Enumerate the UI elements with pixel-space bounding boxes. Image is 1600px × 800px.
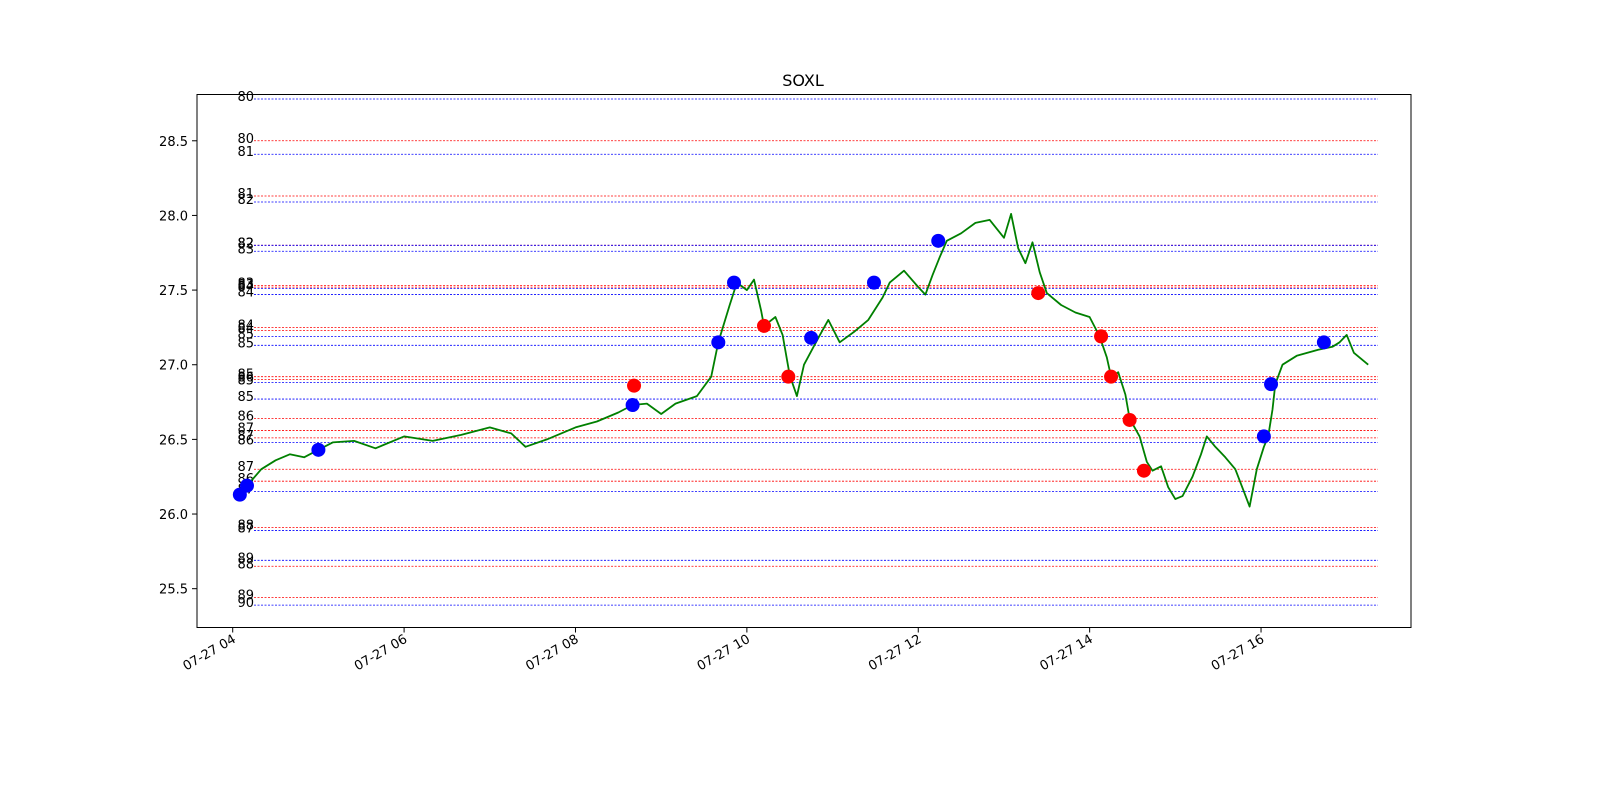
level-label: 88 (237, 557, 254, 572)
level-label: 84 (237, 318, 254, 333)
sell-marker (781, 369, 796, 384)
level-label: 83 (237, 278, 254, 293)
y-tick-label: 28.5 (159, 135, 188, 150)
y-tick-label: 28.0 (159, 209, 188, 224)
buy-marker (727, 275, 742, 290)
level-label: 84 (237, 280, 254, 295)
level-label: 89 (237, 589, 254, 604)
level-label: 86 (237, 371, 254, 386)
level-label: 87 (237, 421, 254, 436)
level-label: 82 (237, 193, 254, 208)
level-label: 87 (237, 429, 254, 444)
y-tick-label: 27.5 (159, 284, 188, 299)
level-label: 83 (237, 242, 254, 257)
level-label: 87 (237, 460, 254, 475)
level-label: 90 (237, 596, 254, 611)
x-tick-label: 07-27 12 (866, 632, 924, 674)
level-label: 85 (237, 368, 254, 383)
level-label: 85 (237, 336, 254, 351)
level-label: 84 (237, 286, 254, 301)
x-tick-label: 07-27 10 (695, 632, 753, 674)
level-label: 80 (237, 90, 254, 105)
sell-marker (1136, 463, 1151, 478)
level-label: 86 (237, 409, 254, 424)
y-axis: 25.5 26.0 26.5 27.0 27.5 28.0 28.5 (159, 135, 197, 598)
buy-marker (711, 335, 726, 350)
level-label: 82 (237, 236, 254, 251)
sell-marker (627, 378, 642, 393)
level-label: 80 (237, 132, 254, 147)
x-tick-label: 07-27 16 (1209, 632, 1267, 674)
level-labels: 8080818182828283838384848484858585868585… (237, 90, 254, 611)
buy-marker (1256, 429, 1271, 444)
x-tick-label: 07-27 06 (352, 632, 410, 674)
level-label: 85 (237, 374, 254, 389)
x-axis: 07-27 04 07-27 06 07-27 08 07-27 10 07-27 12… (181, 627, 1267, 674)
price-line-layer (239, 213, 1369, 508)
buy-marker (625, 398, 640, 413)
buy-marker (931, 233, 946, 248)
level-label: 88 (237, 518, 254, 533)
buy-marker (804, 330, 819, 345)
level-label: 83 (237, 277, 254, 292)
buy-marker (1316, 335, 1331, 350)
level-label: 89 (237, 551, 254, 566)
sell-marker (1104, 369, 1119, 384)
buy-marker (239, 478, 254, 493)
buy-marker (866, 275, 881, 290)
price-line (239, 213, 1369, 508)
level-label: 86 (237, 433, 254, 448)
buy-marker (311, 442, 326, 457)
y-tick-label: 26.0 (159, 508, 188, 523)
level-label: 81 (237, 145, 254, 160)
level-label: 81 (237, 187, 254, 202)
plot-area-frame (196, 94, 1412, 628)
sell-marker (1122, 412, 1137, 427)
sell-marker (1094, 329, 1109, 344)
signal-markers (232, 233, 1331, 502)
chart-title: SOXL (782, 71, 824, 90)
level-label: 84 (237, 321, 254, 336)
level-lines (254, 98, 1378, 606)
level-label: 85 (237, 390, 254, 405)
x-tick-label: 07-27 08 (523, 632, 581, 674)
x-tick-label: 07-27 14 (1038, 632, 1096, 674)
level-label: 87 (237, 521, 254, 536)
y-tick-label: 27.0 (159, 359, 188, 374)
y-tick-label: 26.5 (159, 433, 188, 448)
sell-marker (757, 318, 772, 333)
level-label: 82 (237, 236, 254, 251)
buy-marker (1264, 377, 1279, 392)
y-tick-label: 25.5 (159, 583, 188, 598)
level-label: 85 (237, 327, 254, 342)
x-tick-label: 07-27 04 (181, 632, 239, 674)
sell-marker (1031, 286, 1046, 301)
